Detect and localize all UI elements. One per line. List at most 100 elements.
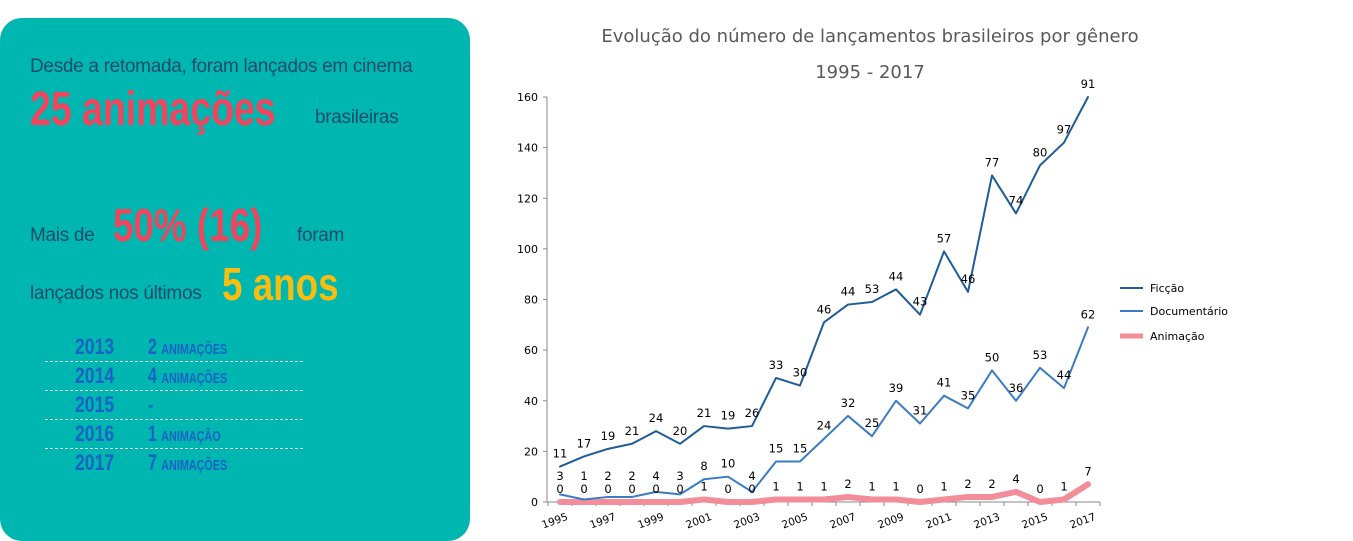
legend-label: Ficção [1150, 282, 1184, 295]
data-label: 0 [556, 482, 563, 496]
data-label: 2 [628, 469, 635, 483]
data-label: 77 [985, 155, 1000, 169]
y-tick-label: 0 [531, 496, 538, 509]
x-tick-label: 2015 [1020, 511, 1049, 531]
data-label: 0 [1036, 482, 1043, 496]
data-label: 1 [940, 479, 947, 493]
data-label: 11 [553, 447, 568, 461]
data-label: 39 [889, 381, 904, 395]
data-label: 0 [580, 482, 587, 496]
data-label: 15 [793, 442, 808, 456]
data-label: 53 [1033, 348, 1048, 362]
year: 2015 [75, 392, 115, 417]
y-tick-label: 20 [524, 445, 538, 458]
data-label: 7 [1084, 464, 1091, 478]
table-row: 2015 - [45, 390, 303, 420]
data-label: 15 [769, 442, 784, 456]
foram-text: foram [297, 225, 345, 246]
last-years-text: lançados nos últimos [30, 283, 202, 304]
legend-label: Documentário [1150, 305, 1228, 318]
y-tick-label: 40 [524, 395, 538, 408]
data-label: 1 [1060, 479, 1067, 493]
data-label: 21 [697, 406, 712, 420]
year: 2013 [75, 334, 115, 359]
count: 2 ANIMAÇÕES [148, 334, 228, 359]
table-row: 2016 1 ANIMAÇÃO [45, 419, 303, 449]
data-label: 44 [841, 285, 856, 299]
data-label: 2 [964, 477, 971, 491]
data-label: 25 [865, 416, 880, 430]
data-label: 3 [556, 469, 563, 483]
year: 2017 [75, 450, 115, 475]
data-label: 4 [652, 469, 659, 483]
x-tick-label: 2009 [876, 511, 905, 531]
data-label: 2 [988, 477, 995, 491]
data-label: 91 [1081, 77, 1096, 91]
data-label: 0 [916, 482, 923, 496]
x-tick-label: 1999 [636, 511, 665, 531]
data-label: 1 [868, 479, 875, 493]
data-label: 4 [748, 469, 755, 483]
data-label: 0 [676, 482, 683, 496]
data-label: 43 [913, 295, 928, 309]
summary-panel [0, 18, 470, 541]
data-label: 62 [1081, 307, 1096, 321]
data-label: 80 [1033, 145, 1048, 159]
data-label: 31 [913, 404, 928, 418]
y-tick-label: 100 [517, 243, 538, 256]
data-label: 53 [865, 282, 880, 296]
data-label: 19 [601, 429, 616, 443]
data-label: 20 [673, 424, 688, 438]
series-line-documentário [559, 326, 1089, 501]
data-label: 1 [796, 479, 803, 493]
x-tick-label: 2013 [972, 511, 1001, 531]
data-label: 17 [577, 436, 592, 450]
count: 4 ANIMAÇÕES [148, 363, 228, 388]
brasileiras-text: brasileiras [315, 107, 399, 128]
data-label: 0 [604, 482, 611, 496]
table-row: 2013 2 ANIMAÇÕES [45, 332, 303, 362]
y-tick-label: 120 [517, 192, 538, 205]
data-label: 0 [652, 482, 659, 496]
x-tick-label: 2011 [924, 511, 953, 531]
data-label: 0 [628, 482, 635, 496]
data-label: 36 [1009, 381, 1024, 395]
intro-text: Desde a retomada, foram lançados em cine… [30, 56, 413, 77]
x-tick-label: 2003 [732, 511, 761, 531]
chart-subtitle: 1995 - 2017 [815, 62, 925, 83]
data-label: 1 [772, 479, 779, 493]
x-tick-label: 2005 [780, 511, 809, 531]
data-label: 46 [961, 272, 976, 286]
table-row: 2017 7 ANIMAÇÕES [45, 448, 303, 477]
x-tick-label: 2007 [828, 511, 857, 531]
data-label: 2 [604, 469, 611, 483]
data-label: 21 [625, 424, 640, 438]
data-label: 41 [937, 376, 952, 390]
series-line-ficção [559, 96, 1089, 468]
data-label: 1 [892, 479, 899, 493]
highlight-5-years: 5 anos [222, 258, 339, 310]
y-tick-label: 80 [524, 294, 538, 307]
year: 2016 [75, 421, 115, 446]
data-label: 1 [580, 469, 587, 483]
data-label: 1 [820, 479, 827, 493]
x-tick-label: 1997 [588, 511, 617, 531]
data-label: 8 [700, 459, 707, 473]
year: 2014 [75, 363, 115, 388]
data-label: 57 [937, 231, 952, 245]
series-line-animação [557, 481, 1091, 505]
chart-title: Evolução do número de lançamentos brasil… [601, 26, 1139, 47]
legend-label: Animação [1150, 330, 1205, 343]
data-label: 3 [676, 469, 683, 483]
data-label: 26 [745, 406, 760, 420]
data-label: 0 [724, 482, 731, 496]
table-row: 2014 4 ANIMAÇÕES [45, 361, 303, 391]
data-label: 33 [769, 358, 784, 372]
data-label: 2 [844, 477, 851, 491]
data-label: 0 [748, 482, 755, 496]
data-label: 44 [889, 269, 904, 283]
data-label: 4 [1012, 472, 1019, 486]
highlight-25-animations: 25 animações [30, 83, 276, 136]
y-tick-label: 140 [517, 142, 538, 155]
count: - [148, 392, 154, 417]
